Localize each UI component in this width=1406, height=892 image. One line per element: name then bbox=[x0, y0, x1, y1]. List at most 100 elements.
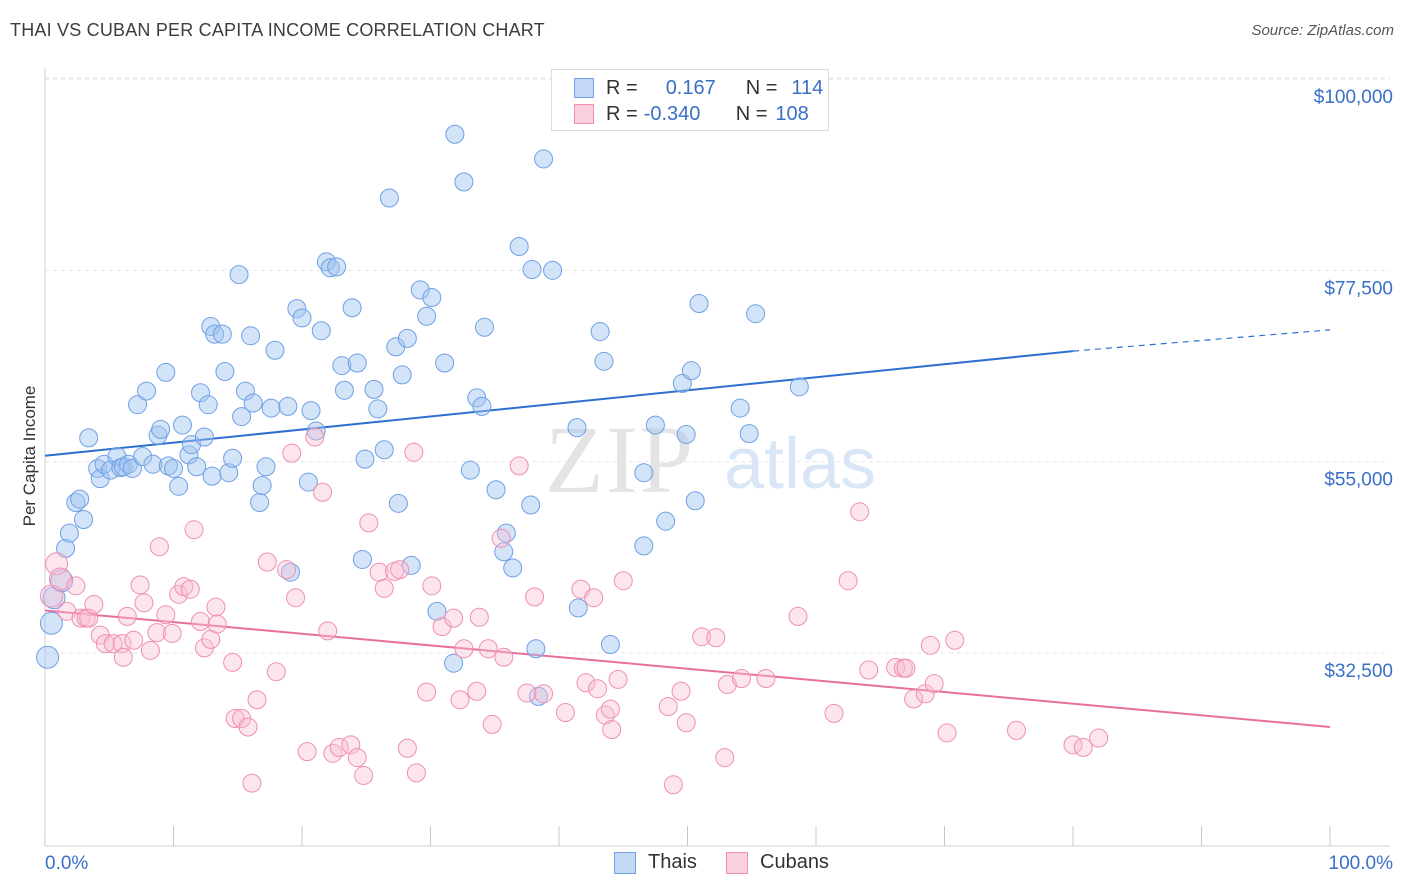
cuban-point-40 bbox=[277, 560, 297, 580]
thai-point-81 bbox=[422, 288, 442, 308]
thai-point-74 bbox=[388, 493, 408, 513]
cuban-point-72 bbox=[509, 456, 529, 476]
cuban-point-73 bbox=[517, 683, 537, 703]
thai-point-27 bbox=[164, 458, 183, 478]
cuban-point-12 bbox=[112, 634, 132, 654]
cuban-point-46 bbox=[318, 621, 338, 641]
thai-point-6 bbox=[66, 492, 86, 512]
cuban-point-4 bbox=[66, 576, 86, 596]
thai-point-63 bbox=[327, 257, 347, 277]
cuban-point-19 bbox=[147, 623, 167, 643]
cuban-point-90 bbox=[692, 627, 712, 647]
x-tick-label-start: 0.0% bbox=[45, 853, 88, 874]
cuban-r-label: R = bbox=[606, 102, 638, 125]
thai-point-56 bbox=[292, 308, 312, 328]
legend-row-cuban: R = -0.340 N = 108 bbox=[574, 102, 809, 126]
thai-point-24 bbox=[151, 419, 171, 439]
cuban-point-54 bbox=[374, 578, 394, 598]
correlation-legend: R = 0.167 N = 114 R = -0.340 N = 108 bbox=[551, 69, 829, 131]
cuban-point-25 bbox=[180, 579, 200, 599]
cuban-point-80 bbox=[588, 679, 608, 699]
grid-lines bbox=[45, 77, 1390, 654]
thai-point-48 bbox=[250, 492, 270, 512]
legend-item-cubans[interactable]: Cubans bbox=[726, 851, 829, 874]
cuban-point-59 bbox=[406, 763, 426, 783]
thai-point-58 bbox=[301, 401, 321, 421]
cuban-point-113 bbox=[1089, 728, 1109, 748]
thai-point-108 bbox=[634, 536, 654, 556]
thai-point-94 bbox=[503, 558, 523, 578]
cuban-point-65 bbox=[454, 639, 474, 659]
thai-point-28 bbox=[169, 476, 189, 496]
thai-r-value: 0.167 bbox=[665, 76, 716, 99]
cuban-point-99 bbox=[850, 502, 870, 522]
cuban-point-82 bbox=[600, 699, 620, 719]
thai-point-43 bbox=[229, 265, 249, 285]
cuban-point-60 bbox=[417, 682, 437, 702]
thai-point-102 bbox=[567, 418, 587, 438]
cuban-point-75 bbox=[534, 684, 554, 704]
cuban-point-91 bbox=[706, 628, 726, 648]
thai-point-34 bbox=[194, 427, 214, 447]
thai-point-69 bbox=[355, 449, 375, 469]
thai-point-7 bbox=[70, 489, 90, 509]
thai-point-73 bbox=[379, 188, 399, 208]
thai-point-50 bbox=[256, 457, 276, 477]
watermark: ZIP atlas bbox=[545, 406, 876, 513]
cuban-point-85 bbox=[613, 571, 633, 591]
thai-point-83 bbox=[435, 353, 455, 373]
y-tick-label-1: $55,000 bbox=[1324, 470, 1393, 491]
thai-point-97 bbox=[522, 259, 542, 279]
y-tick-labels: $32,500 $55,000 $77,500 $100,000 bbox=[1314, 87, 1393, 682]
cuban-point-66 bbox=[467, 681, 487, 701]
cuban-point-79 bbox=[584, 588, 604, 608]
thai-point-51 bbox=[261, 398, 281, 418]
thai-point-114 bbox=[685, 491, 705, 511]
thai-point-65 bbox=[334, 380, 354, 400]
thai-point-67 bbox=[347, 353, 367, 373]
trend-line-thais bbox=[44, 350, 1074, 457]
legend-item-thais[interactable]: Thais bbox=[614, 851, 697, 874]
cuban-point-95 bbox=[756, 669, 776, 689]
thai-point-105 bbox=[594, 351, 614, 371]
thai-point-57 bbox=[298, 472, 318, 492]
cuban-point-110 bbox=[1006, 720, 1026, 740]
cuban-point-74 bbox=[525, 587, 545, 607]
cuban-point-27 bbox=[190, 612, 210, 632]
thai-point-115 bbox=[689, 293, 709, 313]
thai-point-45 bbox=[235, 381, 255, 401]
cuban-point-38 bbox=[257, 552, 277, 572]
cuban-point-36 bbox=[242, 773, 262, 793]
thai-point-87 bbox=[460, 460, 480, 480]
thai-point-49 bbox=[252, 475, 272, 495]
thai-point-77 bbox=[397, 328, 417, 348]
thai-point-107 bbox=[634, 463, 654, 483]
thai-point-89 bbox=[472, 396, 492, 416]
chart-title: THAI VS CUBAN PER CAPITA INCOME CORRELAT… bbox=[10, 20, 545, 40]
cuban-point-49 bbox=[341, 735, 361, 755]
cuban-point-39 bbox=[266, 662, 286, 682]
thai-point-64 bbox=[332, 356, 352, 376]
cuban-point-21 bbox=[156, 605, 176, 625]
watermark-zip: ZIP bbox=[545, 406, 695, 513]
thai-point-90 bbox=[474, 317, 494, 337]
thai-point-103 bbox=[568, 598, 588, 618]
cubans-label: Cubans bbox=[760, 851, 829, 873]
thais-swatch bbox=[614, 851, 636, 874]
thai-point-99 bbox=[528, 686, 548, 706]
thai-point-53 bbox=[278, 396, 298, 416]
thai-point-98 bbox=[526, 639, 546, 659]
cuban-point-109 bbox=[945, 630, 965, 650]
legend-row-thai: R = 0.167 N = 114 bbox=[574, 76, 823, 100]
cuban-point-13 bbox=[113, 647, 133, 667]
cuban-point-52 bbox=[359, 513, 379, 533]
thai-point-39 bbox=[212, 324, 232, 344]
thai-point-47 bbox=[243, 393, 263, 413]
thai-point-91 bbox=[486, 480, 506, 500]
cuban-point-61 bbox=[422, 576, 442, 596]
cuban-point-100 bbox=[859, 660, 879, 680]
cuban-point-18 bbox=[140, 640, 160, 660]
thai-point-35 bbox=[198, 395, 218, 415]
cuban-point-42 bbox=[286, 588, 306, 608]
